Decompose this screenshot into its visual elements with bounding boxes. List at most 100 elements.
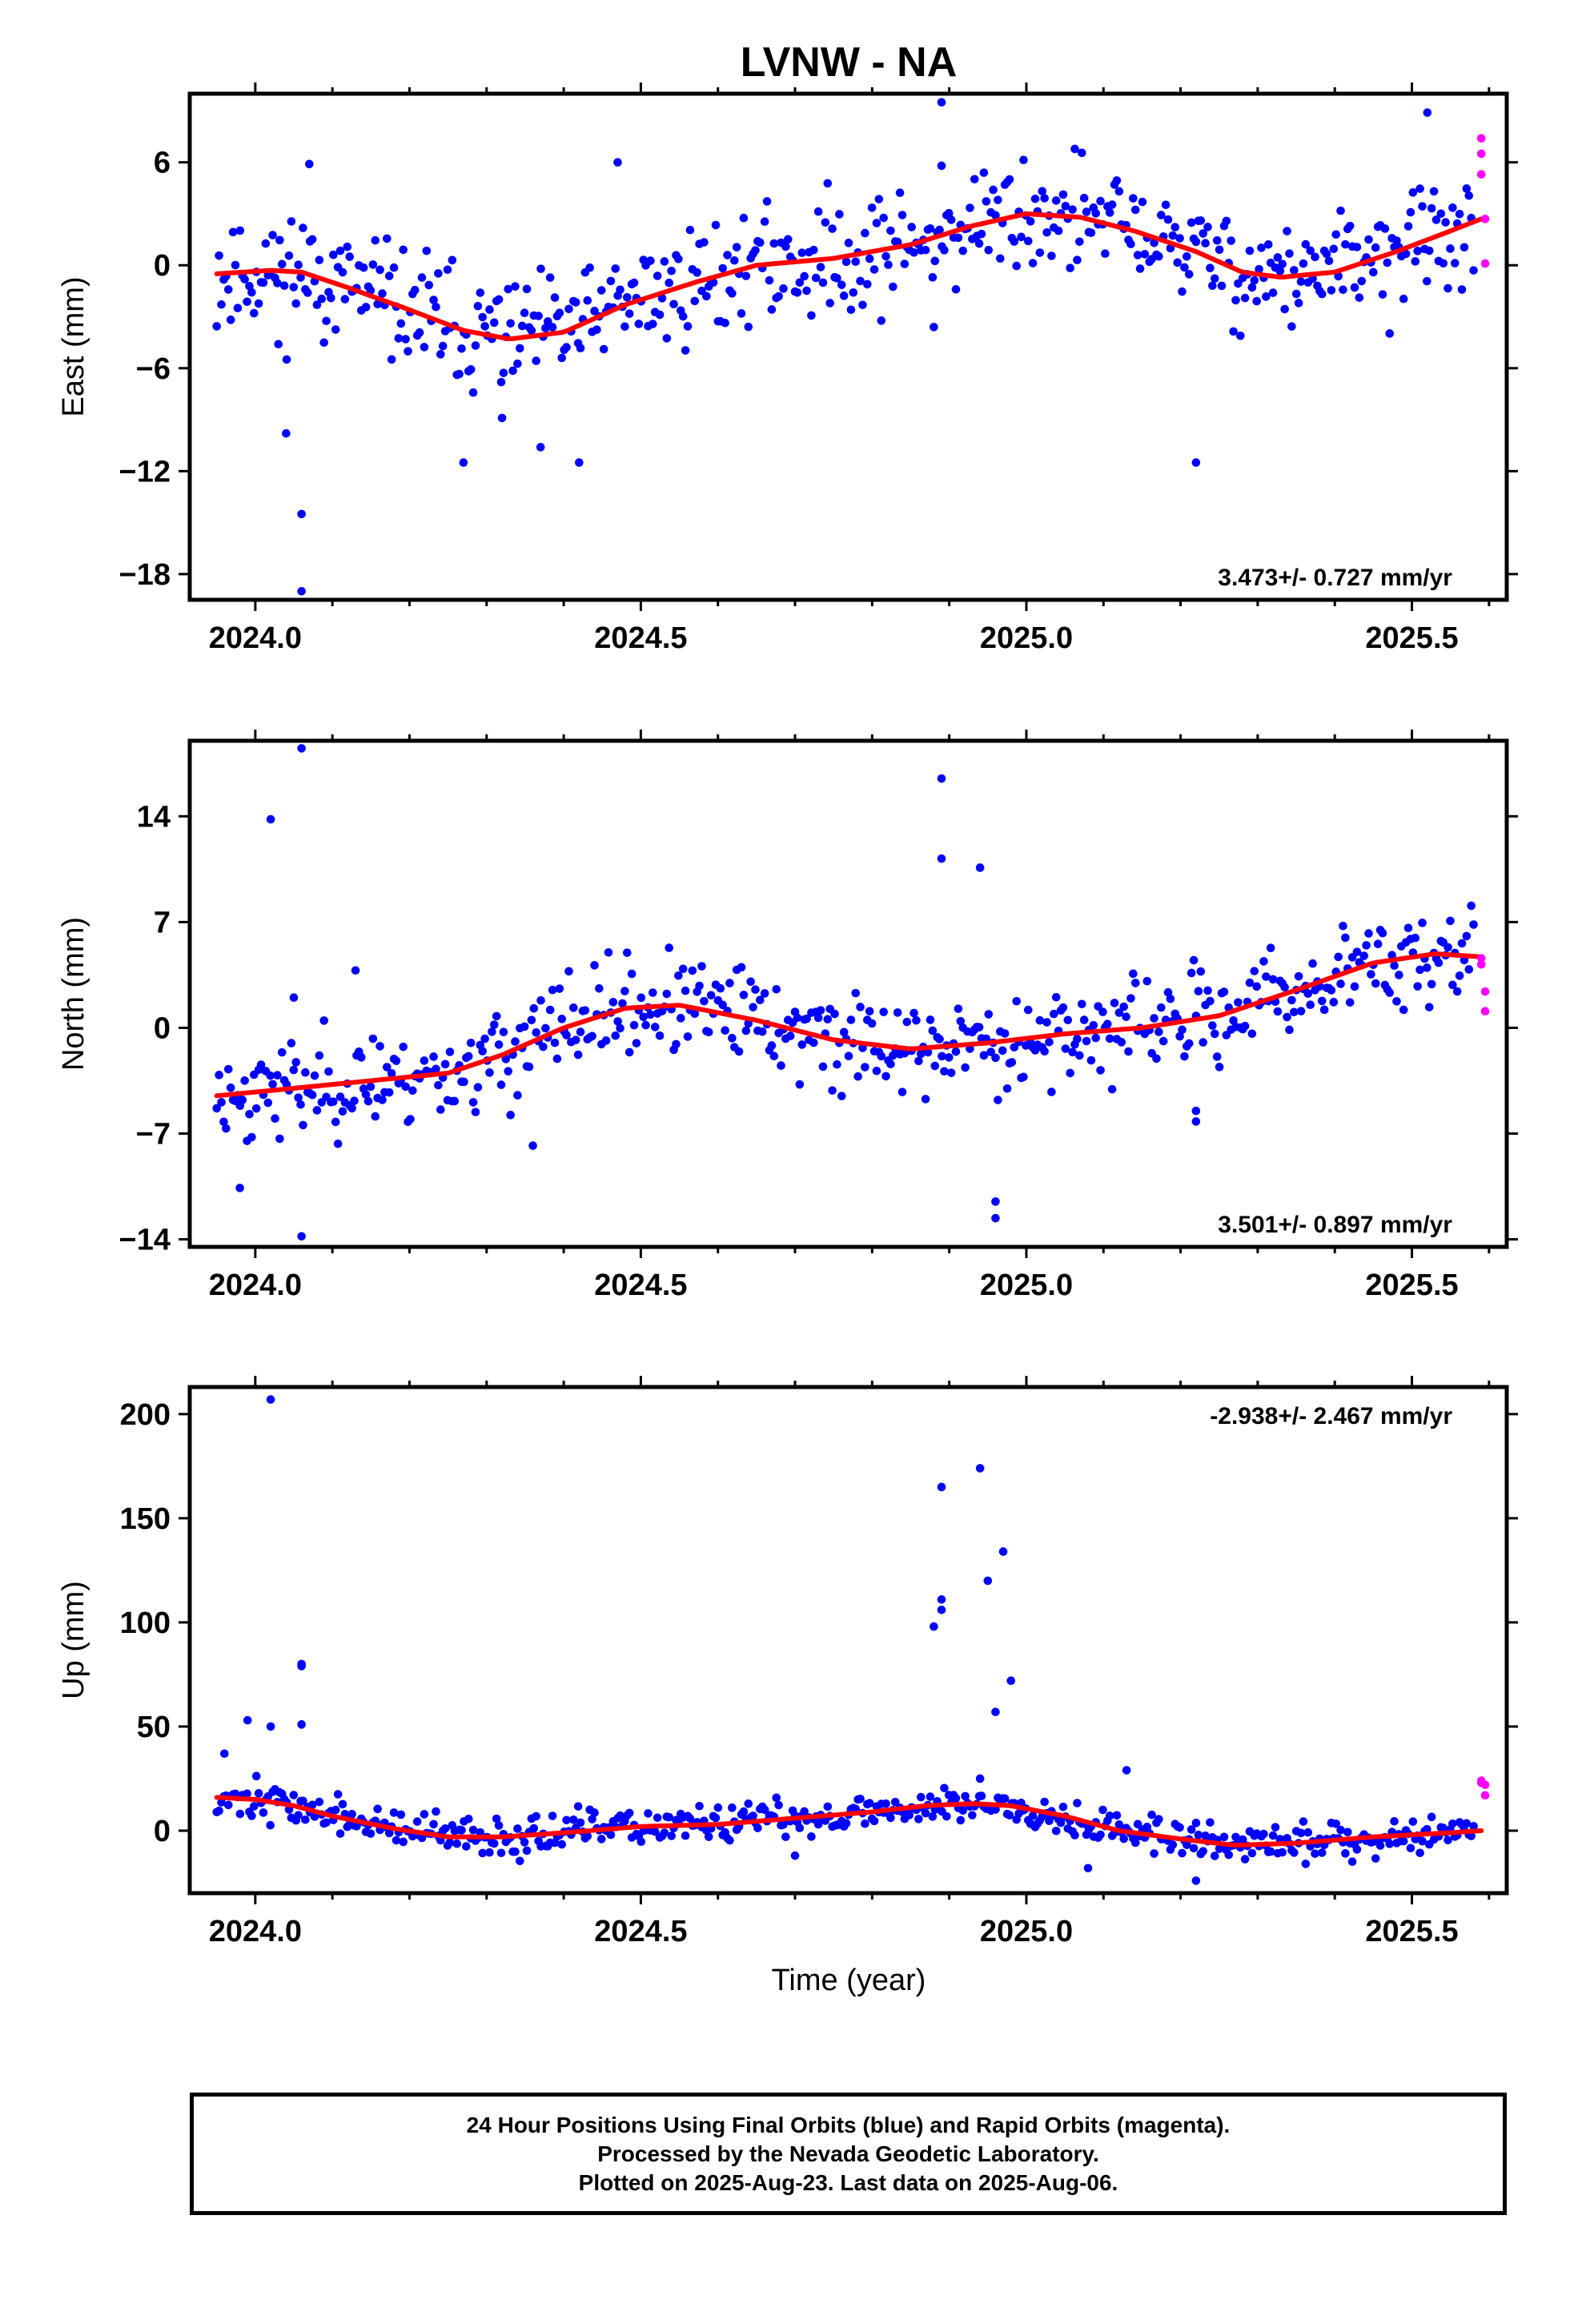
east-final-point bbox=[373, 300, 382, 309]
east-final-point bbox=[1054, 226, 1063, 235]
up-final-point bbox=[243, 1715, 252, 1725]
east-final-point bbox=[652, 271, 662, 280]
east-final-point bbox=[1431, 215, 1441, 224]
east-final-point bbox=[1101, 249, 1110, 258]
up-final-point bbox=[511, 1847, 520, 1856]
east-final-point bbox=[1107, 200, 1117, 209]
up-final-point bbox=[624, 1808, 634, 1818]
north-final-point bbox=[1163, 987, 1173, 997]
east-final-point bbox=[1462, 184, 1472, 193]
east-final-point bbox=[240, 275, 249, 284]
north-final-point bbox=[562, 1031, 571, 1039]
north-rapid-point bbox=[1476, 959, 1486, 969]
up-final-point bbox=[557, 1839, 567, 1849]
east-final-point bbox=[1035, 248, 1045, 257]
up-final-point bbox=[301, 1815, 310, 1824]
east-final-point bbox=[970, 175, 979, 184]
east-final-point bbox=[821, 218, 830, 227]
up-final-point bbox=[516, 1856, 524, 1866]
east-final-point bbox=[1255, 264, 1263, 274]
north-final-point bbox=[951, 1047, 961, 1056]
east-final-point bbox=[1401, 249, 1411, 259]
east-final-point bbox=[825, 299, 835, 308]
east-final-point bbox=[690, 296, 700, 306]
north-final-point bbox=[897, 1088, 907, 1096]
north-final-point bbox=[275, 1134, 284, 1144]
east-final-point bbox=[1210, 274, 1219, 283]
north-final-point bbox=[672, 1039, 681, 1049]
east-final-point bbox=[723, 251, 732, 259]
north-final-point bbox=[979, 1051, 989, 1060]
panel-east: 2024.0 2024.5 2025.0 2025.5 6 0 −6 −12 −18 East (… bbox=[57, 82, 1518, 655]
north-final-point bbox=[548, 985, 557, 995]
x-axis-label: Time (year) bbox=[772, 1964, 926, 1997]
east-final-point bbox=[473, 301, 483, 311]
north-final-point bbox=[595, 983, 604, 993]
north-final-point bbox=[1427, 979, 1436, 989]
east-final-point bbox=[1047, 251, 1056, 260]
north-final-point bbox=[877, 1051, 886, 1061]
up-final-point bbox=[464, 1815, 473, 1823]
north-final-point bbox=[793, 1013, 802, 1023]
east-y-tick-label: −18 bbox=[119, 558, 171, 592]
north-final-point bbox=[247, 1132, 256, 1142]
north-final-point bbox=[301, 1068, 310, 1077]
up-final-point bbox=[961, 1791, 970, 1801]
up-final-point bbox=[485, 1848, 494, 1857]
east-final-point bbox=[291, 299, 301, 308]
footer-box: 24 Hour Positions Using Final Orbits (bl… bbox=[190, 2093, 1507, 2215]
east-final-point bbox=[261, 239, 271, 248]
east-final-point bbox=[828, 224, 837, 233]
east-final-point bbox=[1017, 232, 1026, 242]
up-final-point bbox=[1191, 1819, 1201, 1827]
north-final-point bbox=[1035, 1015, 1045, 1025]
north-final-point bbox=[222, 1124, 231, 1133]
north-final-point bbox=[1222, 1031, 1231, 1039]
east-final-point bbox=[1170, 223, 1180, 232]
east-x-tick-label: 2024.5 bbox=[594, 621, 687, 655]
east-final-point bbox=[1180, 263, 1189, 272]
east-final-point bbox=[739, 213, 749, 223]
up-final-point bbox=[1406, 1844, 1415, 1853]
up-final-point bbox=[940, 1783, 949, 1793]
north-final-point bbox=[1152, 1054, 1161, 1063]
up-rapid-point bbox=[1480, 1791, 1490, 1800]
up-final-point bbox=[251, 1771, 261, 1781]
east-final-point bbox=[1245, 246, 1255, 255]
north-final-point bbox=[1124, 1047, 1133, 1056]
east-final-point bbox=[1268, 288, 1278, 297]
east-final-point bbox=[585, 263, 595, 272]
east-final-point bbox=[384, 271, 394, 280]
north-final-point bbox=[1103, 1019, 1112, 1029]
east-final-point bbox=[387, 355, 396, 364]
up-final-point bbox=[478, 1848, 488, 1858]
up-final-point bbox=[790, 1851, 800, 1860]
east-final-point bbox=[448, 255, 457, 265]
east-final-point bbox=[506, 319, 515, 328]
north-final-point bbox=[662, 989, 672, 999]
up-final-point bbox=[588, 1815, 596, 1823]
north-final-point bbox=[956, 1016, 966, 1026]
east-final-point bbox=[596, 286, 606, 295]
north-final-point bbox=[569, 1003, 578, 1012]
north-final-point bbox=[1082, 1036, 1091, 1046]
north-final-point bbox=[1061, 1044, 1070, 1053]
north-final-point bbox=[436, 1105, 445, 1114]
up-final-point bbox=[869, 1816, 879, 1826]
east-final-point bbox=[1455, 210, 1464, 219]
north-final-point bbox=[756, 995, 765, 1004]
east-final-point bbox=[277, 259, 287, 269]
east-final-point bbox=[1005, 175, 1014, 184]
east-final-point bbox=[1028, 259, 1038, 267]
north-final-point bbox=[1259, 957, 1268, 966]
north-final-point bbox=[1107, 1084, 1117, 1094]
up-final-point bbox=[1418, 1836, 1427, 1846]
up-final-point bbox=[1408, 1817, 1418, 1826]
up-final-point bbox=[660, 1828, 669, 1837]
north-final-point bbox=[1371, 979, 1380, 988]
east-final-point bbox=[1079, 194, 1089, 203]
east-final-point bbox=[508, 366, 517, 376]
north-final-point bbox=[1327, 986, 1336, 995]
east-final-point bbox=[1291, 289, 1301, 299]
